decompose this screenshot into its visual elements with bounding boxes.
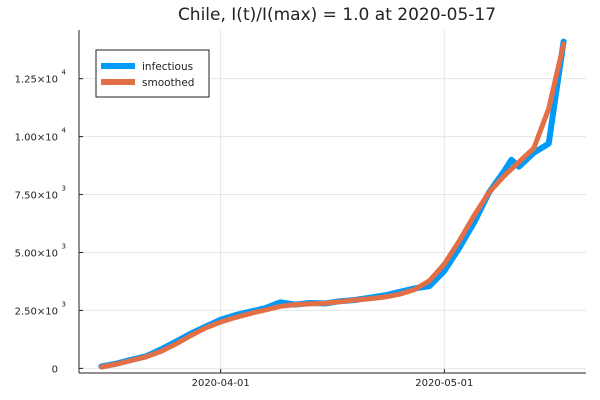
legend-box <box>95 49 210 98</box>
y-tick-label: 5.00×10 <box>15 248 58 259</box>
y-tick-exponent: 4 <box>62 127 67 135</box>
y-tick-label: 2.50×10 <box>15 306 58 317</box>
tick-labels: 0 2.50×10 3 5.00×10 3 7.50×10 3 1.00×10 4 1.25×10… <box>15 69 474 389</box>
y-tick-label: 1.00×10 <box>15 133 58 144</box>
chart-title: Chile, I(t)/I(max) = 1.0 at 2020-05-17 <box>178 5 496 25</box>
x-tick-label: 2020-04-01 <box>192 378 250 389</box>
y-tick-exponent: 3 <box>62 185 66 193</box>
y-tick-label: 7.50×10 <box>15 191 58 202</box>
series-lines <box>98 38 567 370</box>
legend: infectious smoothed <box>95 49 210 98</box>
axes <box>78 30 586 374</box>
y-tick-exponent: 3 <box>62 242 66 250</box>
x-tick-label: 2020-05-01 <box>415 378 473 389</box>
legend-label-smoothed: smoothed <box>142 77 194 89</box>
y-tick-label: 0 <box>52 364 58 375</box>
y-tick-exponent: 3 <box>62 300 66 308</box>
series-line-smoothed <box>98 41 567 370</box>
y-tick-exponent: 4 <box>62 69 67 77</box>
y-tick-label: 1.25×10 <box>15 75 58 86</box>
legend-label-infectious: infectious <box>142 61 193 73</box>
